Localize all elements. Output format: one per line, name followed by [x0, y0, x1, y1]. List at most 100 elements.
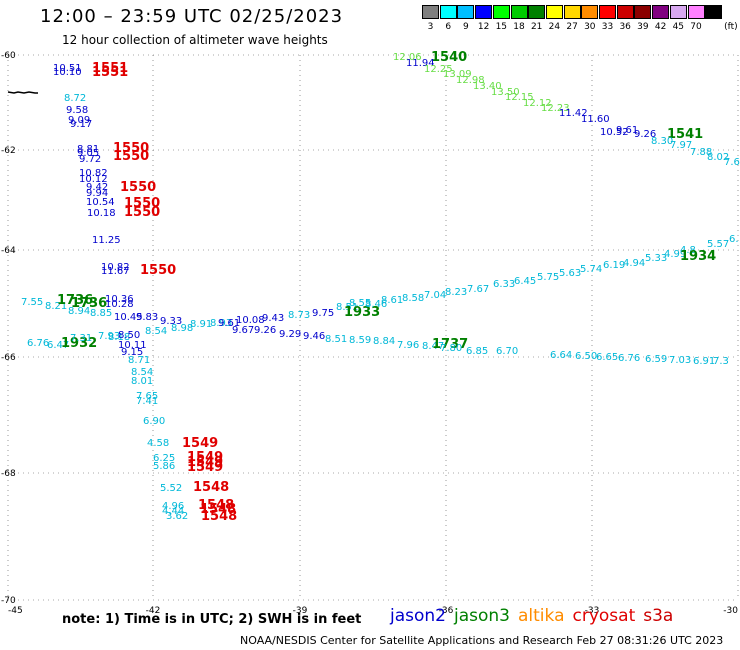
wave-height-label: 10.52: [600, 127, 629, 138]
wave-height-label: 8.23: [445, 287, 467, 298]
wave-height-label: 9.26: [254, 325, 276, 336]
wave-height-label: 6.: [729, 234, 739, 245]
wave-height-label: 6.91: [693, 356, 715, 367]
pass-time-label: 1933: [344, 305, 380, 320]
scale-tick-label: 6: [445, 22, 452, 32]
scale-swatch: [634, 5, 652, 19]
wave-height-label: 11.94: [406, 58, 435, 69]
wave-height-label: 8.98: [171, 323, 193, 334]
wave-height-label: 8.59: [349, 335, 371, 346]
scale-swatch: [422, 5, 439, 19]
wave-height-label: 4.94: [623, 258, 645, 269]
wave-height-label: 6.76: [27, 338, 49, 349]
scale-tick-label: 30: [584, 22, 596, 32]
wave-height-label: 9.26: [634, 129, 656, 140]
wave-height-label: 7.6: [724, 157, 740, 168]
wave-height-label: 8.71: [128, 355, 150, 366]
wave-height-label: 6.65: [596, 352, 618, 363]
scale-tick-label: 39: [637, 22, 649, 32]
wave-height-label: 10.82: [79, 168, 108, 179]
scale-swatch: [545, 5, 563, 19]
wave-height-label: 8.54: [145, 326, 167, 337]
scale-tick-label: 9: [463, 22, 469, 32]
wave-height-label: 8.51: [325, 334, 347, 345]
wave-height-label: 6.64: [550, 350, 572, 361]
wave-height-label: 7.93: [98, 331, 120, 342]
wave-height-label: 8.21: [45, 301, 67, 312]
wave-height-label: 9.17: [70, 119, 92, 130]
pass-time-label: 1550: [113, 149, 149, 164]
wave-height-label: 12.12: [523, 98, 552, 109]
wave-height-label: 11.67: [101, 266, 130, 277]
wave-height-label: 5.57: [707, 239, 729, 250]
wave-height-label: 8.01: [131, 376, 153, 387]
wave-height-label: 9.94: [86, 188, 108, 199]
wave-height-label: 8.73: [288, 310, 310, 321]
scale-tick-label: 3: [427, 22, 434, 32]
pass-time-label: 1736: [71, 296, 107, 311]
scale-swatch: [492, 5, 510, 19]
pass-time-label: 1550: [140, 263, 176, 278]
scale-tick-label: 12: [477, 22, 490, 32]
pass-time-label: 1550: [124, 205, 160, 220]
scale-swatch: [510, 5, 528, 19]
latitude-label: -70: [1, 596, 16, 606]
scale-swatch: [599, 5, 616, 19]
wave-height-label: 7.67: [467, 284, 489, 295]
wave-height-label: 6.50: [575, 351, 597, 362]
scale-swatch: [581, 5, 599, 19]
legend-jason2: jason2: [390, 606, 446, 626]
wave-height-label: 10.82: [101, 262, 130, 273]
longitude-label: -39: [293, 606, 308, 616]
wave-height-label: 4.96: [162, 501, 184, 512]
pass-time-label: 1548: [198, 498, 234, 513]
satellite-legend: jason2 jason3 altika cryosat s3a: [390, 606, 681, 626]
wave-height-label: 12.06: [393, 52, 422, 63]
latitude-label: -64: [1, 246, 16, 256]
wave-height-label: 7.3: [713, 356, 729, 367]
scale-tick-label: 18: [513, 22, 525, 32]
wave-height-label: 12.15: [505, 92, 534, 103]
wave-height-label: 9.72: [79, 154, 101, 165]
wave-height-label: 10.54: [86, 197, 115, 208]
pass-time-label: 1549: [187, 460, 223, 475]
wave-height-label: 7.03: [669, 355, 691, 366]
wave-height-label: 7.04: [424, 290, 446, 301]
pass-time-label: 1550: [124, 196, 160, 211]
latitude-label: -66: [1, 353, 16, 363]
pass-time-label: 1551: [92, 61, 128, 76]
wave-height-label: 9.42: [86, 182, 108, 193]
map-subtitle: 12 hour collection of altimeter wave hei…: [62, 33, 328, 47]
wave-height-label: 8.85: [90, 308, 112, 319]
wave-height-label: 8.93: [210, 318, 232, 329]
scale-swatch: [652, 5, 670, 19]
pass-time-label: 1541: [667, 127, 703, 142]
wave-height-label: 8.84: [373, 336, 395, 347]
wave-height-label: 9.05: [77, 148, 99, 159]
wave-height-label: 4.8: [680, 245, 696, 256]
scale-swatch: [563, 5, 581, 19]
wave-height-label: 10.51: [53, 63, 82, 74]
wave-height-label: 5.63: [559, 268, 581, 279]
wave-height-label: 10.10: [53, 67, 82, 78]
wave-height-label: 6.47: [47, 340, 69, 351]
wave-height-label: 8.91: [190, 319, 212, 330]
wave-height-label: 3.62: [166, 511, 188, 522]
wave-height-label: 9.43: [262, 313, 284, 324]
legend-altika: altika: [518, 606, 565, 626]
coastline-fragment: [7, 91, 38, 94]
pass-time-label: 1540: [431, 50, 467, 65]
wave-height-label: 6.33: [493, 279, 515, 290]
wave-height-label: 6.45: [514, 276, 536, 287]
wave-height-label: 10.28: [105, 299, 134, 310]
legend-s3a: s3a: [643, 606, 674, 626]
wave-height-label: 7.97: [670, 140, 692, 151]
wave-height-label: 10.08: [236, 315, 265, 326]
pass-time-label: 1548: [201, 509, 237, 524]
wave-height-label: 11.25: [92, 235, 121, 246]
scale-tick-label: 45: [672, 22, 685, 32]
wave-height-label: 12.25: [424, 64, 453, 75]
wave-height-label: 9.58: [66, 105, 88, 116]
wave-height-label: 6.25: [153, 453, 175, 464]
